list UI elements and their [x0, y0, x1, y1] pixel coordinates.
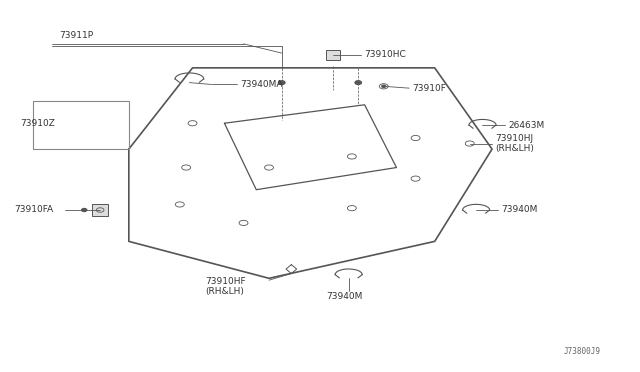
Text: 26463M: 26463M: [508, 121, 544, 129]
Circle shape: [382, 85, 386, 87]
Circle shape: [355, 81, 362, 84]
Text: 73940MA: 73940MA: [241, 80, 283, 89]
Bar: [92, 203, 108, 217]
Text: 73911P: 73911P: [59, 31, 93, 40]
Text: 73940M: 73940M: [502, 205, 538, 215]
Text: 73910HJ
(RH&LH): 73910HJ (RH&LH): [495, 134, 534, 153]
Text: 73910HF
(RH&LH): 73910HF (RH&LH): [205, 277, 246, 296]
Text: 73910FA: 73910FA: [14, 205, 53, 215]
Text: 73940M: 73940M: [326, 292, 363, 301]
Text: J73800J9: J73800J9: [563, 347, 600, 356]
Bar: [326, 50, 340, 60]
Text: 73910HC: 73910HC: [365, 51, 406, 60]
Text: 73910Z: 73910Z: [20, 119, 56, 128]
Text: 73910F: 73910F: [412, 84, 446, 93]
Circle shape: [278, 81, 285, 84]
Circle shape: [82, 209, 87, 211]
